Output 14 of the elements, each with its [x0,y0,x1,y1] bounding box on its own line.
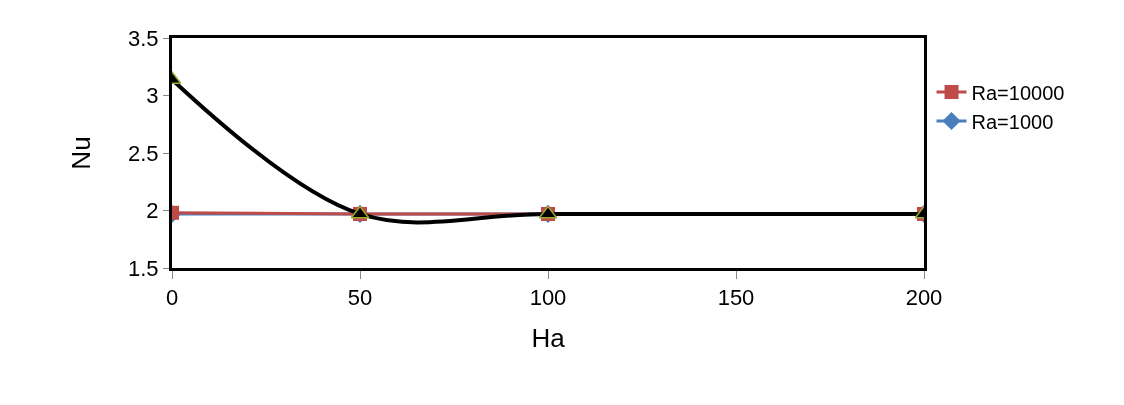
y-tick-label: 1.5 [128,255,159,281]
x-tick-label: 50 [347,285,373,311]
y-axis-title: Nu [66,136,97,170]
x-tick-label: 100 [529,285,567,311]
legend-label: Ra=10000 [971,81,1065,104]
x-axis-title: Ha [531,323,566,354]
y-tick-label: 2.5 [128,140,159,166]
y-tick-label: 3 [146,83,159,109]
legend-label: Ra=1000 [971,110,1054,133]
y-tick-label: 2 [146,198,159,224]
x-tick-label: 200 [905,285,943,311]
x-tick-label: 0 [165,285,179,311]
x-tick-label: 150 [717,285,755,311]
y-tick-label: 3.5 [128,25,159,51]
